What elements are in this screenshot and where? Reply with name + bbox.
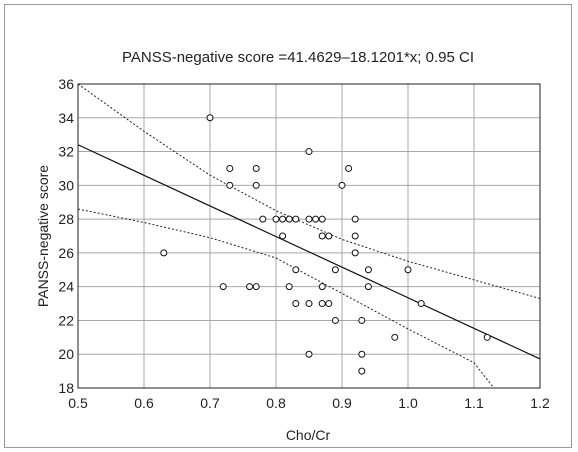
x-tick-label: 1.1	[464, 395, 484, 411]
data-point	[305, 148, 313, 156]
data-point	[219, 283, 227, 291]
y-tick-label: 24	[58, 279, 74, 295]
data-point	[279, 215, 287, 223]
data-point	[391, 333, 399, 341]
data-point	[226, 181, 234, 189]
y-tick-label: 30	[58, 177, 74, 193]
ci-lower-line	[77, 208, 495, 389]
data-point	[404, 266, 412, 274]
data-point	[305, 215, 313, 223]
data-point	[364, 283, 372, 291]
x-tick-label: 1.0	[398, 395, 418, 411]
data-point	[417, 300, 425, 308]
data-point	[331, 266, 339, 274]
x-tick-label: 0.5	[68, 395, 88, 411]
x-tick-label: 0.8	[266, 395, 286, 411]
chart-title: PANSS-negative score =41.4629–18.1201*x;…	[122, 49, 474, 66]
data-point	[292, 300, 300, 308]
x-tick-label: 0.7	[200, 395, 220, 411]
data-point	[325, 232, 333, 240]
data-point	[252, 181, 260, 189]
data-point	[318, 300, 326, 308]
plot-area-border	[77, 83, 541, 389]
data-point	[312, 215, 320, 223]
data-point	[292, 266, 300, 274]
data-point	[351, 215, 359, 223]
y-tick-label: 28	[58, 211, 74, 227]
data-point	[285, 215, 293, 223]
data-point	[351, 232, 359, 240]
y-tick-label: 32	[58, 144, 74, 160]
chart-frame	[4, 4, 572, 448]
data-point	[160, 249, 168, 257]
data-point	[345, 164, 353, 172]
data-point	[358, 316, 366, 324]
x-tick-label: 0.9	[332, 395, 352, 411]
x-axis-label: Cho/Cr	[286, 427, 331, 443]
confidence-bands	[77, 83, 541, 389]
data-point	[252, 283, 260, 291]
y-tick-label: 20	[58, 346, 74, 362]
data-point	[305, 300, 313, 308]
data-point	[318, 215, 326, 223]
x-tick-label: 0.6	[134, 395, 154, 411]
data-point	[206, 114, 214, 122]
data-point	[483, 333, 491, 341]
data-point	[318, 232, 326, 240]
y-tick-label: 18	[58, 380, 74, 396]
data-point	[272, 215, 280, 223]
data-point	[285, 283, 293, 291]
data-point	[246, 283, 254, 291]
y-axis-label: PANSS-negative score	[35, 165, 51, 307]
data-point	[318, 283, 326, 291]
data-point	[252, 164, 260, 172]
y-tick-label: 36	[58, 76, 74, 92]
data-point	[364, 266, 372, 274]
data-point	[358, 367, 366, 375]
grid-lines	[78, 84, 540, 388]
data-point	[358, 350, 366, 358]
data-point	[338, 181, 346, 189]
regression-line-group	[77, 144, 541, 360]
data-point	[259, 215, 267, 223]
data-point	[325, 300, 333, 308]
data-point	[305, 350, 313, 358]
data-point	[292, 215, 300, 223]
regression-line	[77, 144, 541, 360]
y-tick-label: 22	[58, 312, 74, 328]
x-tick-labels: 0.5 0.6 0.7 0.8 0.9 1.0 1.1 1.2	[68, 395, 550, 411]
y-tick-labels: 18 20 22 24 26 28 30 32 34 36	[58, 76, 74, 396]
y-tick-label: 34	[58, 110, 74, 126]
ci-upper-line	[77, 83, 541, 299]
data-point	[351, 249, 359, 257]
data-point	[279, 232, 287, 240]
y-tick-label: 26	[58, 245, 74, 261]
data-point	[226, 164, 234, 172]
data-points	[160, 114, 491, 375]
data-point	[331, 316, 339, 324]
x-tick-label: 1.2	[530, 395, 550, 411]
